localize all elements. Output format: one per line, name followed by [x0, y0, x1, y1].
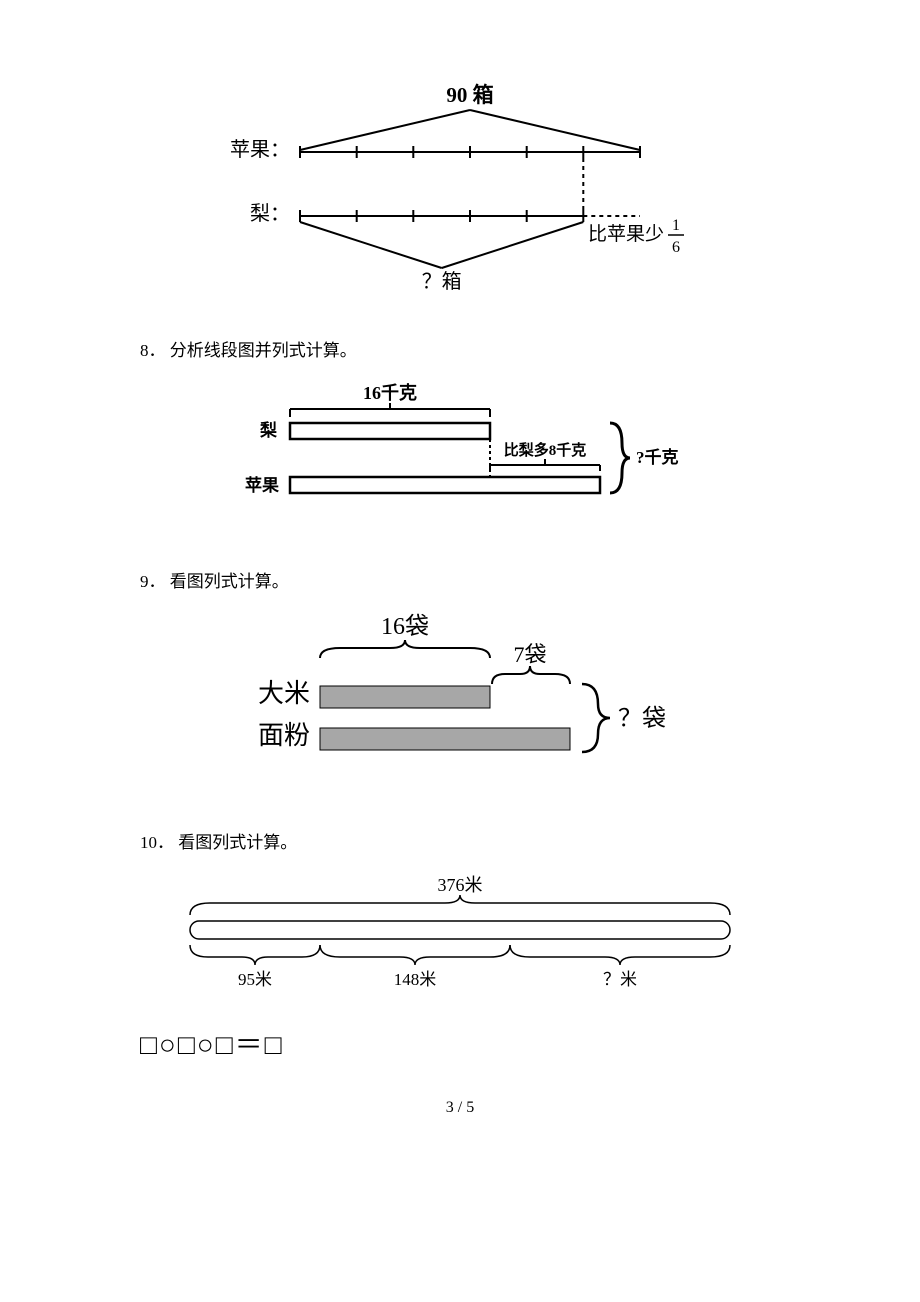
q7-row2-label: 梨：	[250, 202, 290, 225]
q9-heading: 9． 看图列式计算。	[140, 567, 780, 592]
q7-top-label: 90 箱	[446, 83, 493, 107]
q8-svg: 16千克 梨 苹果 比梨多8千克 ?千克	[210, 381, 710, 531]
q9-diagram: 16袋 7袋 大米 面粉 ？袋	[140, 612, 780, 792]
eq-box: □	[178, 1030, 197, 1061]
q10-equation: □○□○□＝□	[140, 1023, 780, 1063]
q7-frac-num: 1	[672, 217, 680, 234]
q8-row2-label: 苹果	[245, 475, 279, 495]
q9-mid-label: 7袋	[513, 642, 546, 667]
q10-seg2: 148米	[394, 970, 437, 989]
q10-seg1: 95米	[238, 970, 272, 989]
q9-number: 9．	[140, 572, 166, 591]
q9-text: 看图列式计算。	[170, 572, 289, 591]
q9-top-label: 16袋	[381, 613, 429, 640]
eq-op: ○	[197, 1030, 216, 1061]
q7-row1-label: 苹果：	[230, 138, 290, 161]
q9-row1-label: 大米	[258, 679, 310, 708]
page-number: 3 / 5	[446, 1099, 474, 1116]
eq-box: □	[265, 1030, 284, 1061]
q8-number: 8．	[140, 341, 166, 360]
q10-diagram: 376米 95米 148米 ？米 □○□○□＝□	[140, 873, 780, 1063]
q8-top-label: 16千克	[363, 382, 417, 403]
q10-number: 10．	[140, 833, 174, 852]
q8-row1-label: 梨	[259, 420, 278, 440]
q10-top-label: 376米	[438, 875, 483, 895]
q7-diagram: 90 箱 苹果： 梨：	[140, 80, 780, 300]
q8-heading: 8． 分析线段图并列式计算。	[140, 336, 780, 361]
q9-row2-label: 面粉	[258, 721, 310, 750]
q10-svg: 376米 95米 148米 ？米	[150, 873, 770, 1013]
q8-right-label: ?千克	[636, 447, 679, 467]
page-footer: 3 / 5	[140, 1099, 780, 1117]
q9-right-label: ？袋	[618, 705, 666, 732]
q7-svg: 90 箱 苹果： 梨：	[190, 80, 730, 300]
eq-equals: ＝	[235, 1030, 265, 1061]
q7-bottom-label: ？箱	[422, 270, 462, 293]
eq-op: ○	[159, 1030, 178, 1061]
q10-text: 看图列式计算。	[178, 833, 297, 852]
q8-text: 分析线段图并列式计算。	[170, 341, 357, 360]
q7-side-note-prefix: 比苹果少	[588, 223, 664, 245]
q10-seg3: ？米	[603, 970, 637, 989]
q7-frac-den: 6	[672, 239, 680, 256]
eq-box: □	[216, 1030, 235, 1061]
q8-diagram: 16千克 梨 苹果 比梨多8千克 ?千克	[140, 381, 780, 531]
q8-diff-label: 比梨多8千克	[504, 441, 587, 459]
q10-heading: 10． 看图列式计算。	[140, 828, 780, 853]
eq-box: □	[140, 1030, 159, 1061]
q9-svg: 16袋 7袋 大米 面粉 ？袋	[220, 612, 700, 792]
